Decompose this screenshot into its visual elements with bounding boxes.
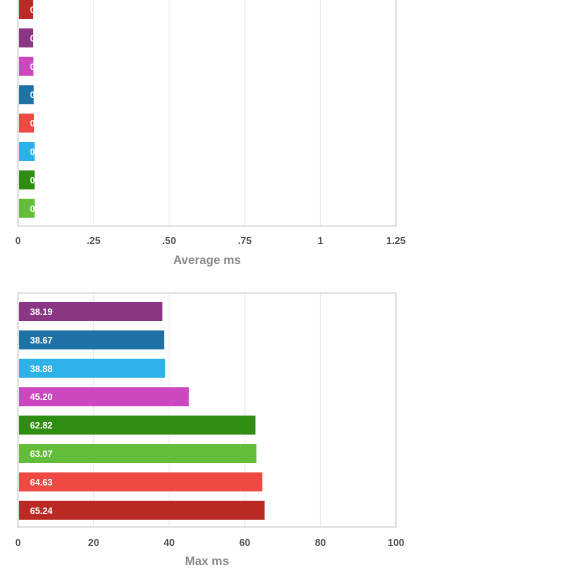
max-bar <box>19 302 163 321</box>
avg-bar-value-label: 0.055 <box>30 204 53 214</box>
max-plot-frame <box>17 292 397 528</box>
max-tick-label: 20 <box>88 538 100 549</box>
avg-bar-value-label: 0.055 <box>30 175 53 185</box>
max-bar-value-label: 38.67 <box>30 335 53 345</box>
avg-bar-value-label: 0.050 <box>30 5 53 15</box>
max-bar-value-label: 64.63 <box>30 477 53 487</box>
max-tick-label: 40 <box>164 538 176 549</box>
max-tick-label: 0 <box>15 538 21 549</box>
max-bar <box>19 358 165 378</box>
avg-tick-label: 1.25 <box>386 236 406 247</box>
max-bar-value-label: 62.82 <box>30 421 53 431</box>
avg-bar <box>19 0 34 19</box>
avg-axis-title: Average ms <box>173 253 241 267</box>
max-bar-value-label: 38.88 <box>30 364 53 374</box>
avg-bar <box>19 28 34 48</box>
avg-tick-label: 1 <box>318 236 324 247</box>
max-bar-value-label: 63.07 <box>30 449 53 459</box>
avg-bar <box>19 142 35 161</box>
max-bar <box>19 415 256 435</box>
avg-bar-value-label: 0.050 <box>30 33 53 43</box>
max-tick-label: 60 <box>239 538 251 549</box>
avg-plot-frame <box>17 0 397 227</box>
max-bar <box>19 472 263 492</box>
avg-tick-label: .25 <box>87 236 101 247</box>
avg-bar-value-label: 0.051 <box>30 62 53 72</box>
avg-bar-value-label: 0.055 <box>30 147 53 157</box>
max-bar <box>19 500 265 520</box>
max-tick-label: 100 <box>388 538 405 549</box>
avg-bar <box>19 85 34 105</box>
avg-bar <box>19 198 35 218</box>
avg-bar <box>19 56 34 76</box>
avg-tick-label: .75 <box>238 236 252 247</box>
max-bar-value-label: 65.24 <box>30 506 53 516</box>
max-bar-value-label: 38.19 <box>30 307 53 317</box>
avg-tick-label: 0 <box>15 236 21 247</box>
max-tick-label: 80 <box>315 538 327 549</box>
max-bar <box>19 444 257 463</box>
max-bar-value-label: 45.20 <box>30 392 53 402</box>
avg-bar-value-label: 0.052 <box>30 90 53 100</box>
avg-bar <box>19 170 35 190</box>
avg-bar <box>19 113 35 133</box>
max-axis-title: Max ms <box>185 554 229 568</box>
max-bar <box>19 387 189 407</box>
avg-bar-value-label: 0.053 <box>30 119 53 129</box>
avg-tick-label: .50 <box>162 236 176 247</box>
max-bar <box>19 330 165 350</box>
